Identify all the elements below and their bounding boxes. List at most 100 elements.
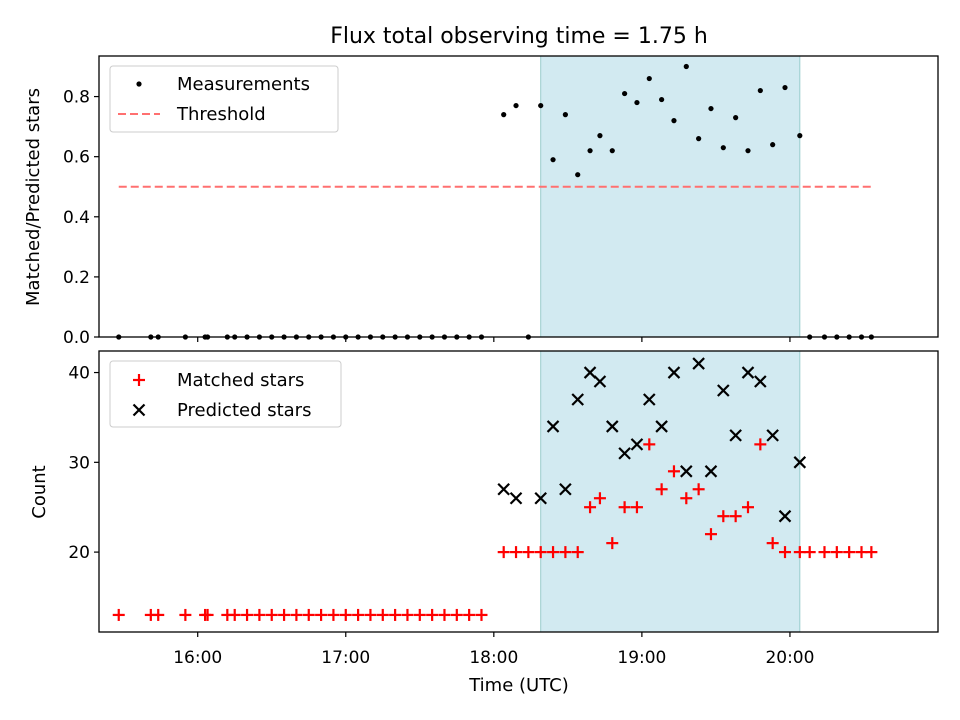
measurement-point [708,105,714,112]
matched-star-point [741,501,754,514]
predicted-star-point [593,375,607,388]
predicted-star-point [509,491,523,505]
matched-star-point [559,546,572,559]
top-y-tick-label: 0.6 [63,148,90,168]
top-panel: 0.00.20.40.60.8 Matched/Predicted stars … [23,55,939,348]
matched-star-point [766,537,779,550]
matched-star-point [339,608,352,621]
top-y-axis-ticks: 0.0 0.2 0.4 0.6 0.8 [63,88,99,348]
matched-star-point [818,546,831,559]
bottom-x-tick-label: 20:00 [765,648,814,668]
measurement-point [757,87,763,94]
bottom-panel: 20 30 40 16:00 17:00 18:00 19:00 20:00 Count T… [29,350,939,696]
matched-star-point [438,608,451,621]
matched-star-point [152,608,165,621]
measurement-point [671,118,677,124]
matched-star-point [547,546,560,559]
matched-star-point [352,608,365,621]
predicted-star-point [692,357,705,370]
matched-star-point [830,546,843,559]
bottom-legend-box [109,360,342,428]
bottom-x-tick-label: 16:00 [173,648,222,668]
matched-star-point [265,608,278,621]
legend-measurements-label: Measurements [177,74,310,95]
top-legend: Measurements Threshold [109,65,339,133]
matched-star-point [593,492,606,505]
measurement-point [609,148,615,154]
measurement-point [622,90,628,97]
matched-star-point [643,438,656,451]
matched-star-point [779,546,792,559]
bottom-y-tick-label: 30 [68,453,90,473]
matched-star-point [865,546,878,559]
matched-star-point [290,608,303,621]
matched-star-point [717,510,730,523]
predicted-star-point [583,366,597,379]
matched-star-point [450,608,463,621]
matched-star-point [364,608,377,621]
predicted-star-point [778,509,792,523]
measurement-point [513,102,519,109]
predicted-star-point [667,366,681,379]
legend-matched-label: Matched stars [177,370,304,391]
matched-star-point [667,465,680,478]
predicted-star-point [741,366,755,379]
predicted-star-point [630,438,644,451]
measurement-point [745,148,751,154]
matched-star-point [754,438,767,451]
matched-star-point [201,608,214,621]
matched-star-point [179,608,192,621]
measurement-point [646,75,652,82]
top-legend-box [109,65,339,133]
bottom-y-tick-label: 40 [68,364,90,384]
legend-x-glyph [132,403,146,417]
matched-star-point [510,546,523,559]
matched-star-point [630,501,643,514]
measurement-point [770,142,776,148]
matched-star-point [302,608,315,621]
predicted-star-point [605,420,619,433]
bottom-y-tick-label: 20 [68,543,90,563]
bottom-x-axis-ticks: 16:00 17:00 18:00 19:00 20:00 [173,632,814,668]
bottom-x-tick-label: 18:00 [469,648,518,668]
predicted-star-point [717,384,730,397]
matched-star-point [497,546,510,559]
matched-star-point [729,510,742,523]
predicted-star-point [643,393,656,406]
matched-star-point [475,608,488,621]
matched-star-point [522,546,535,559]
top-plot-frame [98,55,939,338]
measurement-point [575,172,581,178]
measurement-point [501,112,507,118]
predicted-star-point [754,375,767,388]
matched-star-point [253,608,266,621]
matched-star-point [426,608,439,621]
measurement-point [550,157,556,163]
predicted-star-point [546,420,560,433]
legend-matched-marker [133,374,145,386]
matched-star-point [534,546,547,559]
bottom-x-tick-label: 17:00 [321,648,370,668]
matched-star-point [228,608,241,621]
top-y-tick-label: 0.8 [63,88,90,108]
predicted-star-point [618,447,631,460]
bottom-y-axis-ticks: 20 30 40 [68,364,99,563]
predicted-star-point [766,429,779,442]
matched-star-point [278,608,291,621]
measurement-point [562,112,568,118]
measurement-point [634,99,640,106]
matched-star-point [655,483,668,496]
matched-star-point [692,483,705,496]
matched-star-point [315,608,328,621]
legend-predicted-marker [132,403,146,417]
matched-star-point [843,546,856,559]
legend-threshold-label: Threshold [176,104,266,125]
bottom-plot-frame [98,350,939,633]
predicted-star-point [497,482,510,496]
measurement-point [720,145,726,151]
bottom-x-tick-label: 19:00 [617,648,666,668]
matched-star-point [680,492,693,505]
predicted-star-point [534,491,547,505]
matched-star-point [618,501,631,514]
